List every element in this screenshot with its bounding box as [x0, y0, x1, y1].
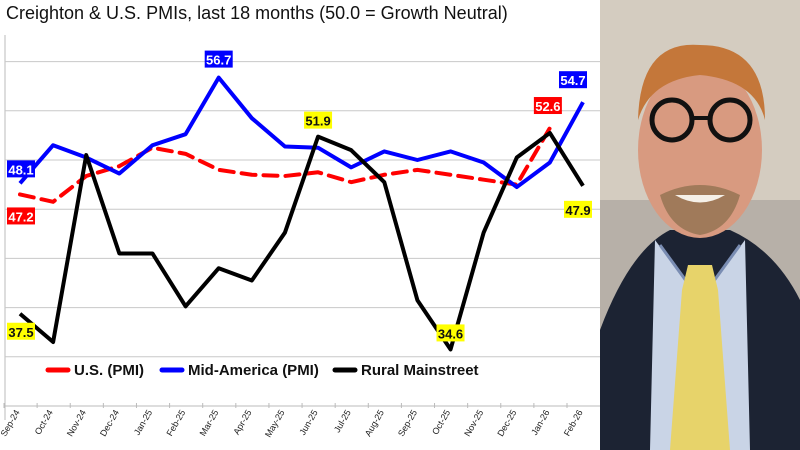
line-chart: Sep-24 Oct-24 Nov-24 Dec-24 Jan-25 Feb-25 Mar-…: [0, 35, 600, 439]
data-label-bg: [7, 322, 35, 340]
data-label: 48.1: [8, 162, 33, 177]
x-tick-label: Oct-24: [33, 408, 55, 436]
x-tick-label: Feb-26: [562, 408, 585, 438]
data-label: 51.9: [305, 114, 330, 129]
x-tick-label: Jan-26: [529, 408, 551, 437]
portrait-photo: [600, 0, 800, 450]
x-tick-label: Oct-25: [430, 408, 452, 436]
data-label-bg: [304, 111, 333, 129]
x-tick-label: Feb-25: [164, 408, 187, 438]
legend-entry: U.S. (PMI): [74, 362, 144, 379]
x-tick-label: May-25: [263, 408, 287, 439]
data-label-bg: [559, 71, 587, 89]
data-label: 56.7: [206, 53, 231, 68]
x-tick-label: Mar-25: [198, 408, 221, 438]
x-tick-label: Jun-25: [297, 408, 319, 437]
data-label-bg: [533, 97, 562, 115]
x-tick-label: Jul-25: [332, 408, 353, 434]
x-tick-label: Aug-25: [363, 408, 386, 438]
data-label: 54.7: [560, 73, 585, 88]
x-tick-label: Sep-24: [0, 408, 22, 438]
x-tick-label: Dec-24: [98, 408, 121, 438]
chart-title: Creighton & U.S. PMIs, last 18 months (5…: [6, 3, 508, 23]
data-label-bg: [564, 200, 592, 218]
x-tick-label: Dec-25: [495, 408, 518, 438]
data-label: 52.6: [535, 99, 560, 114]
data-label-bg: [7, 207, 35, 225]
x-tick-label: Jan-25: [132, 408, 154, 437]
legend-entry: Mid-America (PMI): [188, 362, 319, 379]
data-label-bg: [204, 50, 233, 68]
data-label-bg: [436, 324, 465, 342]
x-tick-label: Sep-25: [396, 408, 419, 438]
x-tick-label: Nov-24: [65, 408, 88, 438]
series-line-rural-mainstreet: [18, 130, 585, 352]
legend-entry: Rural Mainstreet: [361, 362, 479, 379]
x-tick-label: Nov-25: [462, 408, 485, 438]
data-label: 37.5: [8, 325, 33, 340]
data-label: 34.6: [438, 326, 463, 341]
data-label: 47.9: [565, 203, 590, 218]
data-label: 47.2: [8, 209, 33, 224]
series-line-mid-america-pmi-: [18, 75, 585, 190]
data-label-bg: [7, 160, 35, 178]
x-tick-label: Apr-25: [231, 408, 253, 436]
